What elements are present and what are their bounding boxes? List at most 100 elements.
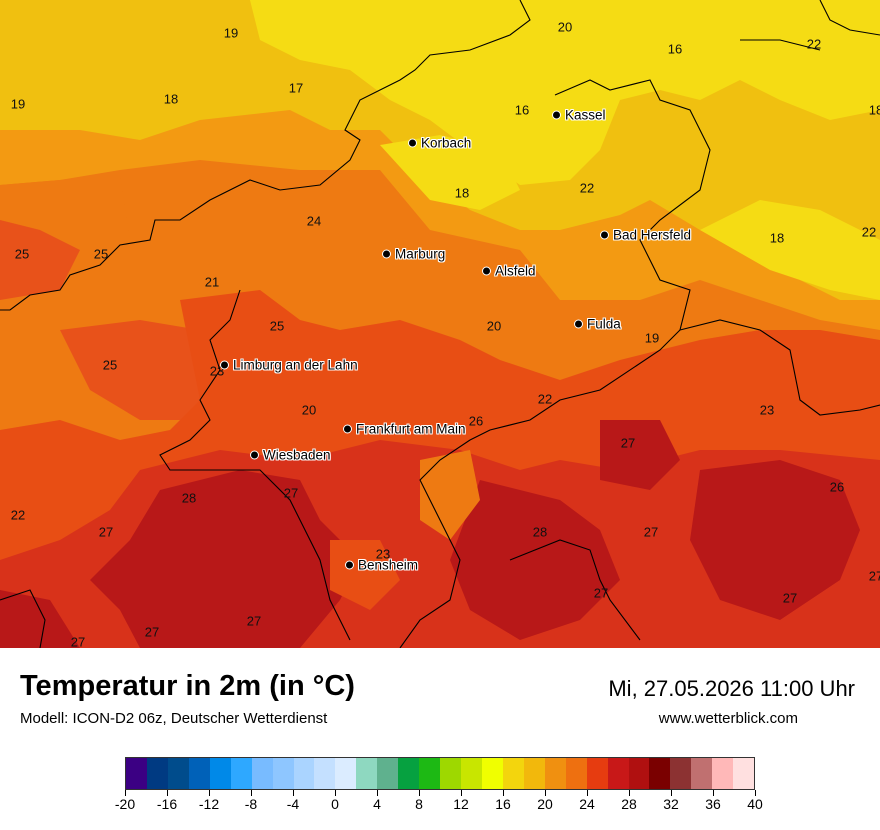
legend-tick-mark — [335, 790, 336, 796]
temperature-label: 27 — [70, 634, 86, 649]
city-dot-icon — [482, 266, 491, 276]
temperature-label: 27 — [643, 524, 659, 540]
legend-swatch — [398, 758, 420, 789]
temperature-label: 22 — [537, 391, 553, 407]
city-dot-icon — [408, 138, 417, 148]
temperature-label: 16 — [514, 102, 530, 118]
temperature-label: 25 — [102, 357, 118, 373]
forecast-datetime: Mi, 27.05.2026 11:00 Uhr — [608, 676, 855, 701]
city-marker: Korbach — [408, 136, 471, 151]
legend-swatch — [356, 758, 378, 789]
legend-swatch — [272, 758, 294, 789]
legend-tick-label: -8 — [244, 796, 258, 812]
legend-tick-label: 36 — [705, 796, 721, 812]
temperature-label: 20 — [486, 318, 502, 334]
city-dot-icon — [343, 424, 352, 434]
city-name: Fulda — [587, 316, 621, 332]
legend-tick-mark — [293, 790, 294, 796]
legend-tick-label: 28 — [621, 796, 637, 812]
city-dot-icon — [220, 360, 229, 370]
legend-swatch — [293, 758, 315, 789]
temperature-label: 18 — [454, 185, 470, 201]
legend-swatch — [314, 758, 336, 789]
legend-tick-mark — [209, 790, 210, 796]
legend-tick-label: 40 — [747, 796, 763, 812]
temperature-label: 28 — [532, 524, 548, 540]
legend-swatch — [502, 758, 524, 789]
city-name: Wiesbaden — [263, 447, 331, 463]
city-dot-icon — [552, 110, 561, 120]
legend-swatch — [628, 758, 650, 789]
legend-tick-label: 24 — [579, 796, 595, 812]
temperature-map: 19 20 16 22 19 18 17 16 18 18 22 24 18 22 25 25 21 25 20 19… — [0, 0, 880, 648]
temperature-label: 19 — [223, 25, 239, 41]
city-marker: Kassel — [552, 108, 606, 123]
temperature-label: 20 — [301, 402, 317, 418]
temperature-label: 27 — [283, 485, 299, 501]
legend-tick-mark — [755, 790, 756, 796]
legend-swatch — [461, 758, 482, 789]
temperature-label: 27 — [593, 585, 609, 601]
temperature-label: 25 — [93, 246, 109, 262]
legend-tick-mark — [545, 790, 546, 796]
map-footer: Temperatur in 2m (in °C) Modell: ICON-D2… — [0, 648, 880, 830]
temperature-label: 25 — [14, 246, 30, 262]
temperature-label: 21 — [204, 274, 220, 290]
legend-tick-label: -4 — [286, 796, 300, 812]
temperature-label: 22 — [579, 180, 595, 196]
city-marker: Wiesbaden — [250, 448, 331, 463]
legend-tick-label: 8 — [415, 796, 423, 812]
legend-swatch — [565, 758, 587, 789]
temperature-label: 23 — [375, 546, 391, 562]
temperature-label: 19 — [644, 330, 660, 346]
city-marker: Frankfurt am Main — [343, 422, 466, 437]
model-info: Modell: ICON-D2 06z, Deutscher Wetterdie… — [20, 710, 328, 727]
temperature-label: 16 — [667, 41, 683, 57]
legend-tick-mark — [377, 790, 378, 796]
legend-swatch — [209, 758, 231, 789]
legend-swatch — [251, 758, 273, 789]
legend-tick-mark — [251, 790, 252, 796]
city-marker: Marburg — [382, 247, 445, 262]
legend-swatch — [126, 758, 147, 789]
temperature-label: 18 — [163, 91, 179, 107]
city-marker: Limburg an der Lahn — [220, 358, 358, 373]
city-name: Alsfeld — [495, 263, 536, 279]
legend-swatch — [335, 758, 357, 789]
temperature-label: 23 — [759, 402, 775, 418]
temperature-label: 22 — [806, 36, 822, 52]
temperature-label: 22 — [861, 224, 877, 240]
legend-swatch — [440, 758, 461, 789]
temperature-label: 27 — [98, 524, 114, 540]
city-dot-icon — [600, 230, 609, 240]
temperature-label: 27 — [144, 624, 160, 640]
legend-tick-mark — [713, 790, 714, 796]
temperature-label: 27 — [246, 613, 262, 629]
city-name: Bensheim — [358, 557, 419, 573]
temperature-label: 27 — [620, 435, 636, 451]
temperature-label: 18 — [769, 230, 785, 246]
legend-tick-label: -12 — [198, 796, 220, 812]
legend-tick-mark — [461, 790, 462, 796]
legend-tick-label: -16 — [156, 796, 178, 812]
website-link[interactable]: www.wetterblick.com — [658, 710, 798, 727]
temperature-label: 25 — [269, 318, 285, 334]
legend-tick-label: 32 — [663, 796, 679, 812]
legend-tick-label: 12 — [453, 796, 469, 812]
legend-swatch — [167, 758, 189, 789]
temperature-label: 27 — [782, 590, 798, 606]
city-dot-icon — [574, 319, 583, 329]
temperature-label: 22 — [10, 507, 26, 523]
legend-tick-label: 4 — [373, 796, 381, 812]
city-name: Kassel — [565, 107, 606, 123]
city-dot-icon — [250, 450, 259, 460]
city-name: Frankfurt am Main — [356, 421, 466, 437]
legend-swatch — [146, 758, 168, 789]
legend-tick-label: 20 — [537, 796, 553, 812]
temperature-label: 27 — [868, 568, 880, 584]
city-marker: Fulda — [574, 317, 621, 332]
temperature-label: 18 — [868, 102, 880, 118]
city-name: Marburg — [395, 246, 446, 262]
temperature-label: 26 — [829, 479, 845, 495]
city-dot-icon — [345, 560, 354, 570]
